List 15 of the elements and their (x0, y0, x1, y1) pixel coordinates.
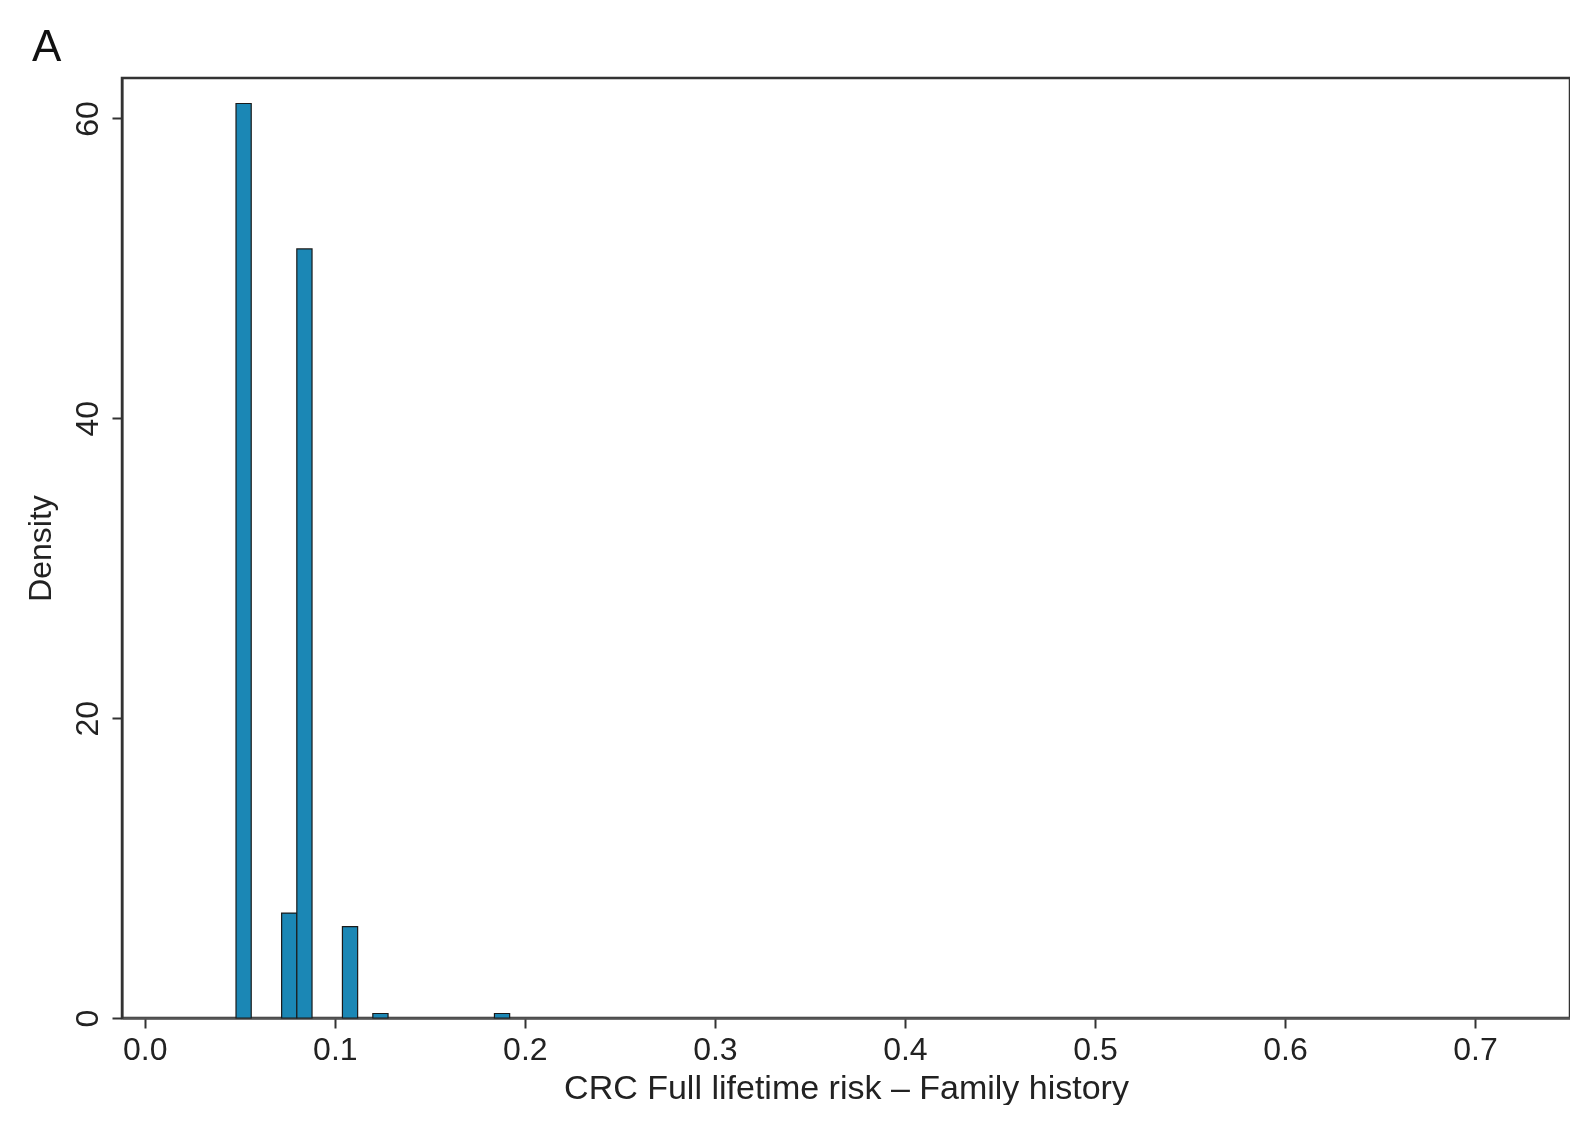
x-tick-label: 0.1 (313, 1030, 358, 1067)
chart-title: A (32, 21, 62, 70)
x-tick-label: 0.4 (883, 1030, 928, 1067)
x-tick-label: 0.0 (123, 1030, 168, 1067)
y-tick-label: 40 (68, 401, 105, 437)
y-tick-label: 20 (68, 700, 105, 737)
x-tick-label: 0.7 (1453, 1030, 1498, 1067)
y-tick-label: 0 (68, 1009, 105, 1028)
x-tick-label: 0.2 (503, 1030, 548, 1067)
x-tick-label: 0.5 (1073, 1030, 1118, 1067)
y-tick-label: 60 (68, 101, 105, 137)
x-tick-label: 0.3 (693, 1030, 738, 1067)
y-axis-title: Density (21, 495, 58, 602)
x-tick-label: 0.6 (1263, 1030, 1308, 1067)
x-axis-title: CRC Full lifetime risk – Family history (564, 1067, 1129, 1106)
